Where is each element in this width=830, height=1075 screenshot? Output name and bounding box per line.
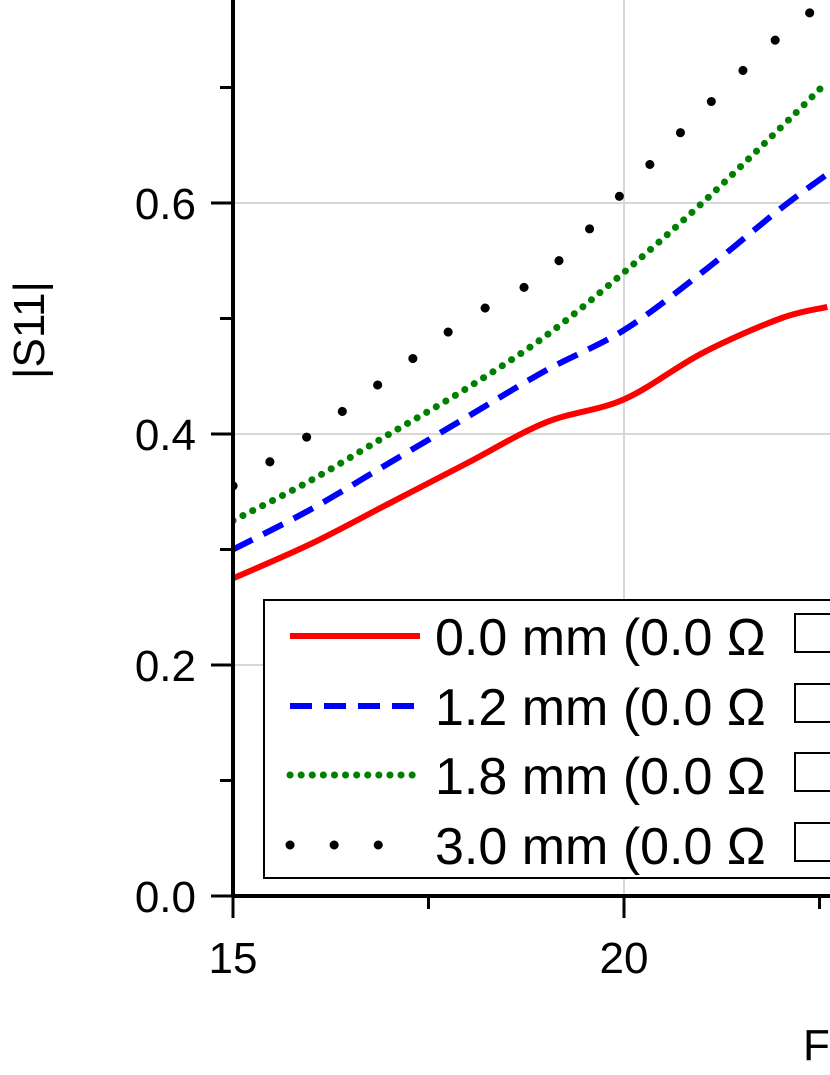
y-tick-label: 0.6 (135, 180, 196, 229)
series-line-3 (233, 0, 830, 491)
series-group (233, 0, 830, 582)
legend-box (263, 599, 830, 879)
x-tick-label: 20 (600, 934, 649, 983)
legend-label-3: 3.0 mm (0.0 Ω (435, 818, 766, 876)
y-tick-label: 0.2 (135, 642, 196, 691)
legend-label-2: 1.8 mm (0.0 Ω (435, 748, 766, 806)
legend: 0.0 mm (0.0 Ω 1.2 mm (0.0 Ω 1.8 mm (0.0 Ω 3… (263, 599, 830, 879)
tick-labels: 0.0 0.2 0.4 0.6 15 20 (135, 180, 649, 983)
series-line-1 (233, 171, 830, 553)
legend-symbol-box-0 (794, 613, 830, 653)
legend-label-0: 0.0 mm (0.0 Ω (435, 609, 766, 667)
series-line-2 (233, 78, 830, 525)
series-line-0 (233, 304, 829, 582)
legend-symbol-box-3 (794, 822, 830, 862)
y-tick-label: 0.4 (135, 411, 196, 460)
axes (231, 0, 830, 898)
legend-label-1: 1.2 mm (0.0 Ω (435, 679, 766, 737)
y-axis-title: |S11| (5, 281, 54, 379)
ticks (211, 86, 821, 918)
x-tick-label: 15 (209, 934, 258, 983)
y-tick-label: 0.0 (135, 873, 196, 922)
legend-symbol-box-2 (794, 752, 830, 792)
legend-symbol-box-1 (794, 683, 830, 723)
x-axis-title: F (803, 1021, 830, 1070)
